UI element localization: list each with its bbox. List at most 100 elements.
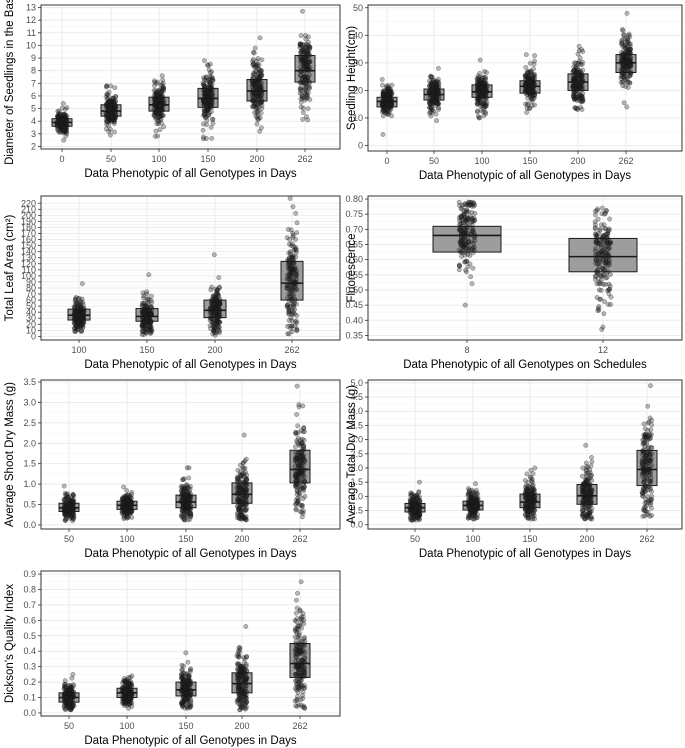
data-point: [201, 58, 207, 64]
data-point: [59, 120, 65, 126]
data-point: [108, 108, 114, 114]
data-point: [59, 125, 64, 131]
data-point: [63, 114, 69, 120]
data-point: [55, 113, 61, 119]
data-point: [186, 475, 192, 481]
y-tick-label: 10: [26, 40, 36, 50]
data-point: [61, 116, 67, 122]
data-point: [55, 115, 61, 120]
data-point: [63, 133, 69, 139]
data-point: [595, 206, 601, 212]
data-point: [620, 79, 626, 85]
data-point: [481, 69, 487, 74]
data-point: [600, 234, 606, 239]
data-point: [417, 479, 422, 485]
data-point: [249, 92, 255, 98]
data-point: [111, 117, 117, 123]
data-point: [58, 118, 64, 124]
data-point: [201, 111, 207, 116]
data-point: [235, 492, 241, 498]
data-point: [302, 74, 308, 80]
data-point: [527, 474, 533, 480]
data-point: [107, 98, 112, 104]
data-point: [294, 491, 300, 497]
data-point: [214, 287, 220, 293]
data-point: [57, 122, 62, 128]
data-point: [111, 119, 117, 125]
data-point: [154, 92, 160, 98]
data-point: [63, 116, 69, 122]
data-point: [607, 286, 613, 292]
data-point: [106, 117, 112, 123]
data-point: [627, 80, 633, 86]
data-point: [70, 516, 76, 522]
data-point: [104, 114, 110, 120]
data-point: [110, 95, 116, 101]
data-point: [528, 467, 534, 473]
data-point: [112, 105, 118, 111]
data-point: [113, 94, 119, 100]
data-point: [61, 129, 67, 135]
data-point: [62, 128, 68, 134]
data-point: [59, 117, 65, 123]
data-point: [103, 84, 109, 90]
data-point: [257, 35, 263, 41]
data-point: [204, 104, 209, 110]
data-point: [110, 106, 116, 112]
data-point: [105, 107, 111, 112]
data-point: [209, 69, 215, 75]
data-point: [532, 465, 538, 471]
data-point: [61, 127, 67, 133]
data-point: [140, 315, 145, 321]
data-point: [297, 80, 303, 86]
data-point: [55, 118, 61, 124]
data-point: [61, 125, 67, 131]
data-point: [62, 120, 68, 126]
data-point: [104, 92, 110, 98]
data-point: [55, 120, 61, 126]
y-tick-label: 0.35: [345, 330, 363, 340]
data-point: [297, 483, 303, 489]
data-point: [64, 117, 70, 123]
data-point: [58, 122, 64, 127]
data-point: [625, 85, 631, 90]
data-point: [434, 100, 440, 106]
data-point: [208, 309, 214, 315]
data-point: [284, 302, 290, 308]
data-point: [291, 284, 297, 290]
data-point: [105, 107, 111, 113]
data-point: [55, 114, 60, 120]
data-point: [215, 315, 221, 321]
data-point: [619, 26, 625, 32]
data-point: [595, 216, 601, 222]
data-point: [125, 497, 131, 503]
data-point: [112, 85, 118, 91]
data-point: [216, 275, 222, 281]
data-point: [583, 442, 589, 448]
x-tick-label: 100: [474, 156, 489, 166]
data-point: [417, 506, 422, 512]
data-point: [108, 99, 114, 105]
data-point: [412, 503, 418, 509]
data-point: [572, 105, 578, 111]
data-point: [436, 81, 442, 87]
data-point: [287, 195, 293, 201]
box-50: [100, 104, 122, 117]
data-point: [429, 97, 435, 103]
data-point: [155, 133, 161, 139]
data-point: [59, 125, 65, 131]
data-point: [61, 116, 67, 122]
data-point: [106, 128, 112, 134]
x-tick-label: 0: [59, 154, 64, 164]
data-point: [577, 55, 583, 61]
data-point: [113, 114, 119, 120]
data-point: [259, 57, 265, 63]
data-point: [62, 115, 68, 121]
data-point: [208, 326, 213, 332]
x-tick-label: 100: [151, 154, 166, 164]
panel-4: 0.350.400.450.500.550.600.650.700.750.80…: [345, 194, 683, 371]
data-point: [64, 119, 70, 125]
data-point: [113, 112, 119, 118]
data-point: [598, 277, 604, 283]
